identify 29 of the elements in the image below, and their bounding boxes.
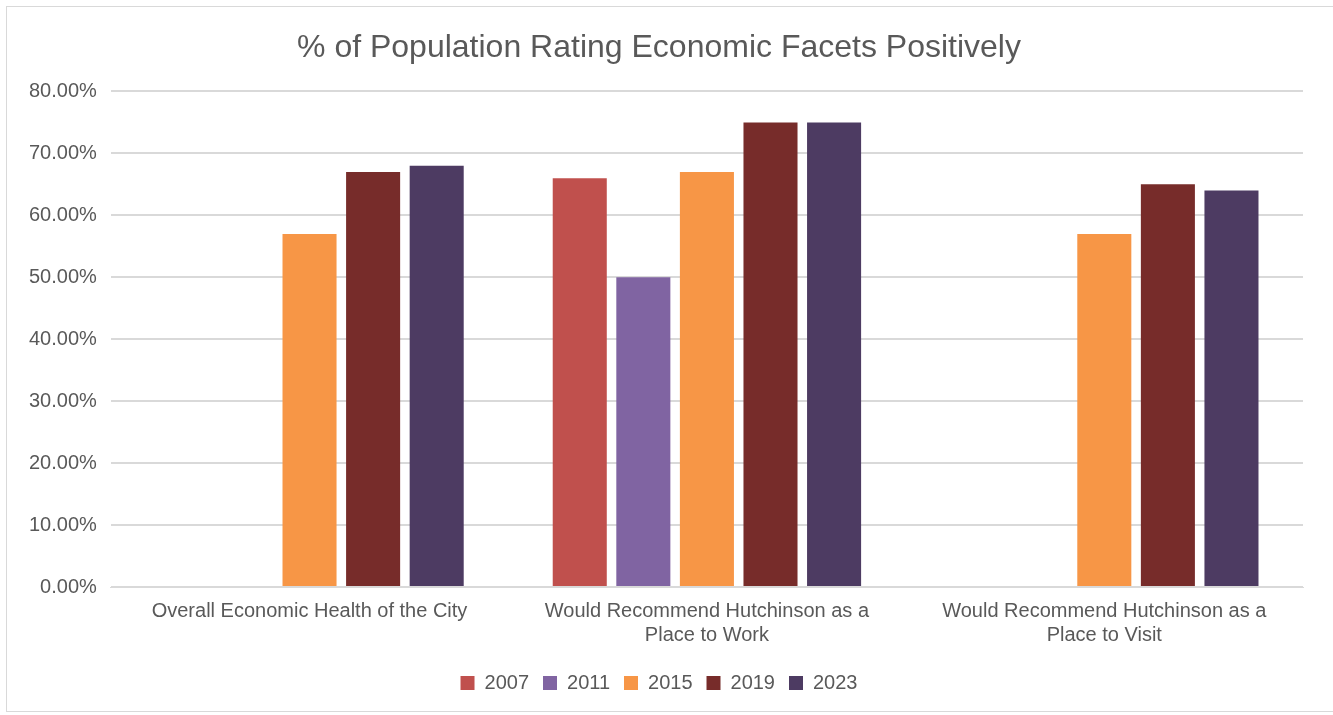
bar (807, 122, 862, 586)
bar (1204, 190, 1259, 586)
legend-label: 2011 (567, 670, 611, 693)
x-tick-label: Would Recommend Hutchinson as a Place to Visit (942, 598, 1268, 645)
y-tick-label: 20.00% (28, 450, 98, 473)
bar (346, 171, 401, 586)
chart-title: % of Population Rating Economic Facets Positively (297, 28, 1021, 65)
legend-label: 2007 (484, 670, 530, 693)
bar (1077, 233, 1132, 586)
y-tick-label: 70.00% (28, 140, 98, 163)
x-tick-label: Overall Economic Health of the City (151, 598, 468, 621)
y-tick-label: 30.00% (28, 388, 98, 411)
y-tick-label: 0.00% (40, 574, 98, 597)
y-tick-label: 10.00% (28, 512, 98, 535)
bar (409, 165, 464, 586)
bar (743, 122, 798, 586)
bar (282, 233, 337, 586)
y-tick-label: 40.00% (28, 326, 98, 349)
legend-label: 2019 (730, 670, 775, 693)
legend-label: 2015 (648, 670, 693, 693)
x-tick-label: Would Recommend Hutchinson as a Place to Work (544, 598, 870, 645)
legend-label: 2023 (813, 670, 858, 693)
y-tick-label: 80.00% (28, 78, 98, 101)
bar (616, 277, 671, 586)
y-tick-label: 50.00% (28, 264, 98, 287)
bar (679, 171, 734, 586)
bar (1140, 184, 1195, 586)
y-tick-label: 60.00% (28, 202, 98, 225)
bar (552, 178, 607, 586)
